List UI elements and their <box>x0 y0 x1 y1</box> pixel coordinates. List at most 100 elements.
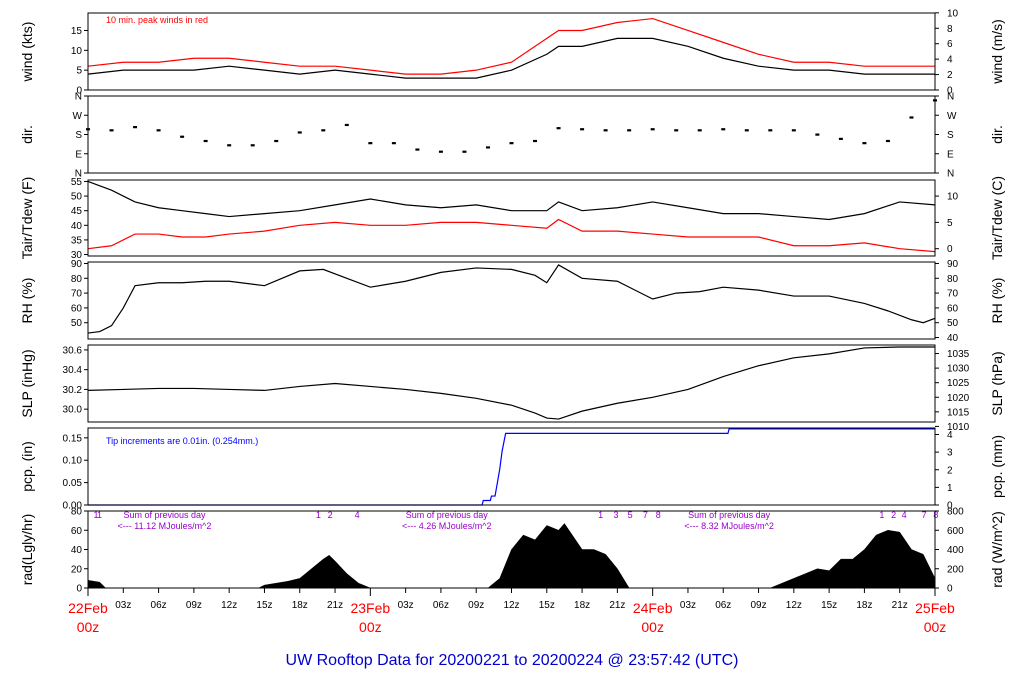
left-tick-label: 5 <box>76 66 82 77</box>
right-tick-label: 1 <box>947 483 953 494</box>
y-axis-label-left: pcp. (in) <box>19 441 35 492</box>
x-hour-label: 12z <box>786 600 802 611</box>
left-tick-label: 30.0 <box>63 405 83 416</box>
left-tick-label: 50 <box>71 192 83 203</box>
right-tick-label: 3 <box>947 448 953 459</box>
x-hour-label: 18z <box>574 600 590 611</box>
series-line <box>88 428 935 506</box>
data-point <box>697 129 702 132</box>
right-tick-label: 80 <box>947 274 959 285</box>
left-tick-label: 30.6 <box>63 345 83 356</box>
x-hour-label: 21z <box>892 600 908 611</box>
x-hour-label: 12z <box>221 600 237 611</box>
right-tick-label: 40 <box>947 333 959 344</box>
left-tick-label: 60 <box>71 303 83 314</box>
x-hour-label: 15z <box>539 600 555 611</box>
hour-marker: 1 <box>598 510 603 520</box>
day-sum-value: <--- 11.12 MJoules/m^2 <box>118 521 212 531</box>
left-tick-label: 55 <box>71 177 83 188</box>
right-tick-label: 0 <box>947 244 953 255</box>
series-line <box>87 17 935 75</box>
data-point <box>368 142 373 145</box>
hour-marker: 1 <box>879 510 884 520</box>
data-point <box>391 142 396 145</box>
right-tick-label: 70 <box>947 289 959 300</box>
right-tick-label: W <box>947 111 957 122</box>
left-tick-label: 0.05 <box>63 478 83 489</box>
pcp-annotation: Tip increments are 0.01in. (0.254mm.) <box>106 436 258 446</box>
left-tick-label: S <box>75 130 82 141</box>
x-hour-label: 18z <box>856 600 872 611</box>
x-hour-label: 15z <box>256 600 272 611</box>
right-tick-label: 4 <box>947 430 953 441</box>
y-axis-label-left: rad(Lgly/hr) <box>19 514 35 586</box>
right-tick-label: 6 <box>947 39 953 50</box>
hour-marker: 1 <box>93 510 98 520</box>
x-hour-label: 09z <box>750 600 766 611</box>
right-tick-label: 0 <box>947 501 953 512</box>
data-point <box>909 116 914 119</box>
left-tick-label: 30.4 <box>63 365 83 376</box>
right-tick-label: 800 <box>947 507 964 518</box>
panel-temperature: 30 35 40 45 50 55 0 5 10 Tair/Tdew (F) Tair/Tdew (… <box>19 176 1005 261</box>
left-tick-label: 0 <box>76 584 82 595</box>
data-point <box>274 139 279 143</box>
left-tick-label: 0.10 <box>63 456 83 467</box>
left-tick-label: 40 <box>71 221 83 232</box>
x-hour-label: 09z <box>186 600 202 611</box>
right-tick-label: 1010 <box>947 422 970 433</box>
data-point <box>415 148 420 151</box>
x-day-z-label: 00z <box>924 619 947 635</box>
y-axis-label-left: Tair/Tdew (F) <box>19 177 35 259</box>
right-tick-label: 2 <box>947 465 953 476</box>
data-point <box>109 129 114 132</box>
data-point <box>297 131 302 134</box>
hour-marker: 8 <box>933 510 938 520</box>
x-day-z-label: 00z <box>359 619 382 635</box>
right-tick-label: 1035 <box>947 349 970 360</box>
data-point <box>250 144 255 147</box>
y-axis-label-left: RH (%) <box>19 278 35 324</box>
series-line <box>87 37 935 79</box>
x-day-label: 25Feb <box>915 600 955 616</box>
hour-marker: 2 <box>328 510 333 520</box>
x-hour-label: 03z <box>115 600 131 611</box>
x-hour-label: 12z <box>503 600 519 611</box>
data-point <box>344 123 349 127</box>
x-day-label: 24Feb <box>633 600 673 616</box>
hour-marker: 7 <box>643 510 648 520</box>
panel-frame <box>87 344 936 423</box>
data-point <box>533 139 538 143</box>
data-point <box>744 129 749 132</box>
data-point <box>133 126 138 129</box>
right-tick-label: 1030 <box>947 364 970 375</box>
left-tick-label: 0 <box>76 86 82 97</box>
data-point <box>462 150 467 153</box>
day-sum-value: <--- 8.32 MJoules/m^2 <box>684 521 774 531</box>
x-hour-label: 06z <box>715 600 731 611</box>
x-hour-label: 18z <box>292 600 308 611</box>
left-tick-label: N <box>75 169 82 180</box>
data-point <box>438 150 443 153</box>
data-point <box>156 129 161 132</box>
hour-marker: 4 <box>902 510 907 520</box>
data-point <box>321 129 326 132</box>
left-tick-label: 30.2 <box>63 385 83 396</box>
panel-frame <box>87 427 936 506</box>
y-axis-label-right: pcp. (mm) <box>989 435 1005 498</box>
right-tick-label: N <box>947 169 954 180</box>
x-hour-label: 03z <box>680 600 696 611</box>
right-tick-label: 10 <box>947 192 959 203</box>
y-axis-label-right: SLP (hPa) <box>989 351 1005 415</box>
panel-slp: 30.0 30.2 30.4 30.6 1010 1015 1020 1025 1030 1035… <box>19 344 1005 433</box>
hour-marker: 7 <box>922 510 927 520</box>
x-hour-label: 21z <box>609 600 625 611</box>
right-tick-label: E <box>947 149 954 160</box>
right-tick-label: 8 <box>947 24 953 35</box>
hour-marker: 5 <box>628 510 633 520</box>
left-tick-label: N <box>75 92 82 103</box>
data-point <box>627 129 632 132</box>
left-tick-label: 20 <box>71 564 83 575</box>
